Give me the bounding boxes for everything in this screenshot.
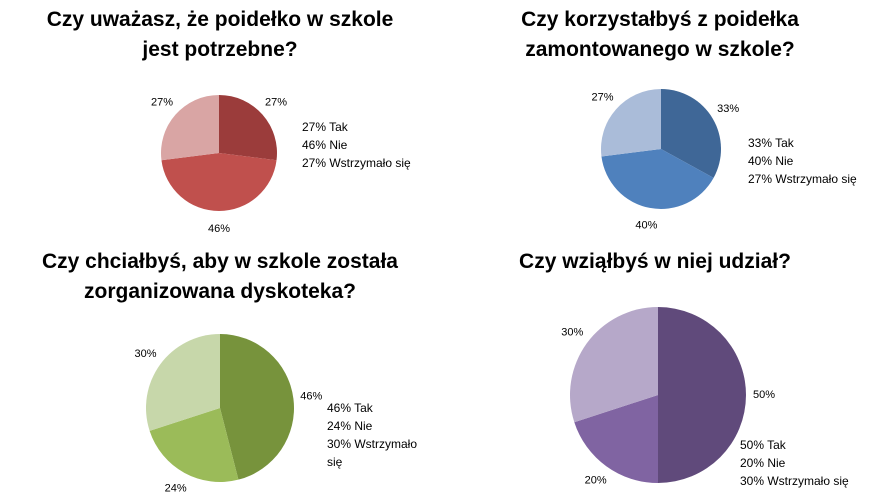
legend-entry: 24% Nie [327, 419, 373, 433]
legend: 46% Tak 24% Nie 30% Wstrzymało się [327, 399, 427, 471]
data-label: 40% [635, 220, 657, 232]
pie-slice [145, 334, 220, 431]
pie-slice [601, 149, 714, 210]
pie-slice [161, 153, 277, 211]
data-label: 27% [151, 97, 173, 109]
data-label: 50% [753, 389, 775, 401]
pie-slice [661, 89, 722, 178]
legend-entry: 27% Tak [302, 120, 348, 134]
chart-title: Czy uważasz, że poidełko w szkole jest p… [46, 8, 394, 61]
legend-entry: 30% Wstrzymało się [740, 474, 849, 488]
data-label: 30% [135, 348, 157, 360]
pie-slice [161, 95, 219, 161]
legend: 27% Tak 46% Nie 27% Wstrzymało się [302, 118, 442, 172]
data-label: 27% [265, 97, 287, 109]
legend-entry: 50% Tak [740, 438, 786, 452]
legend-entry: 46% Nie [302, 138, 348, 152]
pie-slice [219, 95, 277, 161]
pie-slice [601, 89, 661, 157]
legend-entry: 33% Tak [748, 136, 794, 150]
data-label: 30% [561, 327, 583, 339]
data-label: 46% [208, 223, 230, 235]
chart-title: Czy wziąłbyś w niej udział? [519, 250, 791, 273]
legend-entry: 46% Tak [327, 401, 373, 415]
data-label: 24% [165, 483, 187, 495]
pie-slice [220, 334, 294, 480]
legend-entry: 20% Nie [740, 456, 786, 470]
data-label: 27% [591, 91, 613, 103]
pie-slice [574, 395, 658, 483]
legend-entry: 27% Wstrzymało się [302, 156, 411, 170]
chart-title: Czy chciałbyś, aby w szkole została zorg… [42, 250, 398, 303]
legend-entry: 30% Wstrzymało się [327, 437, 418, 469]
legend: 33% Tak 40% Nie 27% Wstrzymało się [748, 134, 878, 188]
pie-slice [658, 307, 746, 483]
legend-entry: 27% Wstrzymało się [748, 172, 857, 186]
data-label: 33% [717, 103, 739, 115]
data-label: 46% [300, 390, 322, 402]
pie-slice [569, 307, 658, 423]
legend: 50% Tak 20% Nie 30% Wstrzymało się [740, 436, 880, 490]
legend-entry: 40% Nie [748, 154, 794, 168]
data-label: 20% [585, 475, 607, 487]
chart-title: Czy korzystałbyś z poidełka zamontowaneg… [521, 8, 799, 61]
pie-slice [149, 408, 239, 482]
